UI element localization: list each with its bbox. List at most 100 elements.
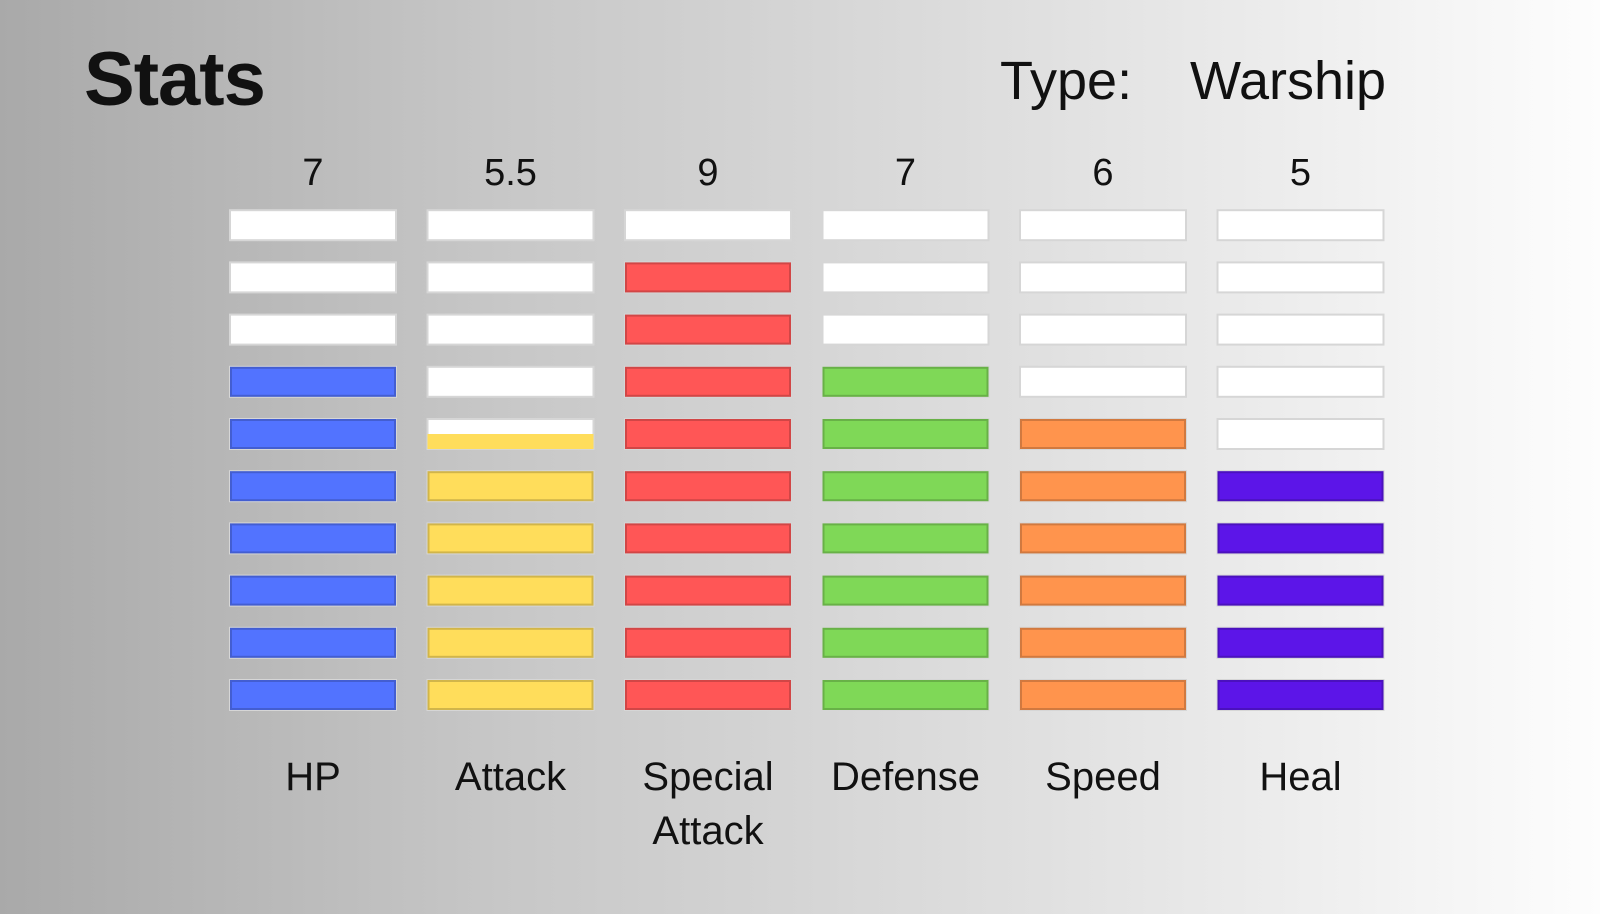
stat-segment (426, 626, 595, 659)
segment-fill (427, 434, 594, 449)
stat-segment (229, 313, 397, 346)
segment-border (625, 575, 791, 606)
stat-segment (426, 418, 595, 450)
segment-border (427, 680, 594, 710)
segment-border (1217, 575, 1384, 606)
segment-fill (625, 419, 791, 449)
stat-segment (1019, 313, 1187, 346)
segment-fill (625, 471, 791, 502)
segment-empty (229, 313, 397, 346)
stat-segment (1019, 626, 1187, 659)
value-label: 7 (894, 152, 917, 194)
stat-segment (821, 365, 990, 398)
stat-segment (1019, 470, 1187, 503)
segment-empty (229, 261, 397, 294)
stat-segment (1216, 209, 1385, 242)
segment-fill (230, 523, 396, 554)
stat-segment (821, 261, 990, 294)
category-label: Defense (831, 755, 980, 799)
segment-fill (427, 575, 594, 606)
stat-segment (624, 679, 792, 711)
stat-segment (821, 626, 990, 659)
segment-fill (427, 523, 594, 554)
segment-fill (1020, 575, 1186, 606)
segment-fill (1020, 419, 1186, 449)
segment-border (1020, 680, 1186, 710)
segment-border (1020, 419, 1186, 449)
segment-fill (1217, 471, 1384, 502)
segment-border (625, 314, 791, 345)
stat-segment (821, 209, 990, 242)
segment-border (1217, 680, 1384, 710)
segment-empty (1216, 365, 1385, 398)
category-label: HP (285, 755, 341, 799)
stat-segment (1216, 313, 1385, 346)
stat-segment (821, 470, 990, 503)
segment-fill (1020, 523, 1186, 554)
stat-segment (1216, 365, 1385, 398)
segment-fill (1217, 575, 1384, 606)
segment-border (822, 627, 989, 658)
segment-fill (625, 627, 791, 658)
segment-fill (230, 627, 396, 658)
stat-segment (1216, 418, 1385, 450)
stat-segment (426, 574, 595, 607)
segment-fill (822, 575, 989, 606)
segment-empty (1019, 365, 1187, 398)
segment-fill (822, 419, 989, 449)
segment-empty (426, 209, 595, 242)
segment-fill (625, 366, 791, 397)
segment-border (1020, 575, 1186, 606)
stat-segment (229, 209, 397, 242)
stat-segment (426, 261, 595, 294)
stat-segment (624, 365, 792, 398)
type-label: Type: (1000, 51, 1133, 111)
stat-segment (229, 626, 397, 659)
value-label: 5 (1289, 152, 1312, 194)
segment-fill (822, 471, 989, 502)
stat-segment (821, 522, 990, 555)
segment-empty (1019, 209, 1187, 242)
stat-segment (1019, 365, 1187, 398)
segment-fill (427, 680, 594, 710)
segment-border (230, 680, 396, 710)
segment-fill (1020, 680, 1186, 710)
segment-empty (1216, 209, 1385, 242)
stat-segment (624, 522, 792, 555)
segment-fill (427, 627, 594, 658)
segment-fill (1217, 523, 1384, 554)
segment-fill (625, 314, 791, 345)
segment-fill (822, 366, 989, 397)
segment-border (822, 366, 989, 397)
segment-fill (1217, 680, 1384, 710)
segment-empty (1019, 313, 1187, 346)
category-label: Speed (1045, 755, 1161, 799)
segment-fill (625, 523, 791, 554)
segment-empty (821, 261, 990, 294)
segment-fill (427, 471, 594, 502)
segment-empty (426, 365, 595, 398)
segment-border (822, 523, 989, 554)
stat-segment (1019, 679, 1187, 711)
stat-segment (229, 522, 397, 555)
segment-border (625, 680, 791, 710)
segment-border (230, 419, 396, 449)
segment-border (1217, 627, 1384, 658)
stat-segment (426, 679, 595, 711)
segment-border (230, 471, 396, 502)
segment-fill (230, 419, 396, 449)
stat-segment (624, 574, 792, 607)
segment-empty (229, 209, 397, 242)
page-title: Stats (84, 37, 266, 122)
stat-segment (1019, 418, 1187, 450)
stat-segment (1019, 574, 1187, 607)
segment-border (1020, 471, 1186, 502)
segment-border (625, 262, 791, 293)
stat-segment (1216, 574, 1385, 607)
stat-segment (1216, 626, 1385, 659)
stat-segment (821, 574, 990, 607)
stat-segment (1216, 261, 1385, 294)
segment-border (427, 471, 594, 502)
segment-border (625, 523, 791, 554)
